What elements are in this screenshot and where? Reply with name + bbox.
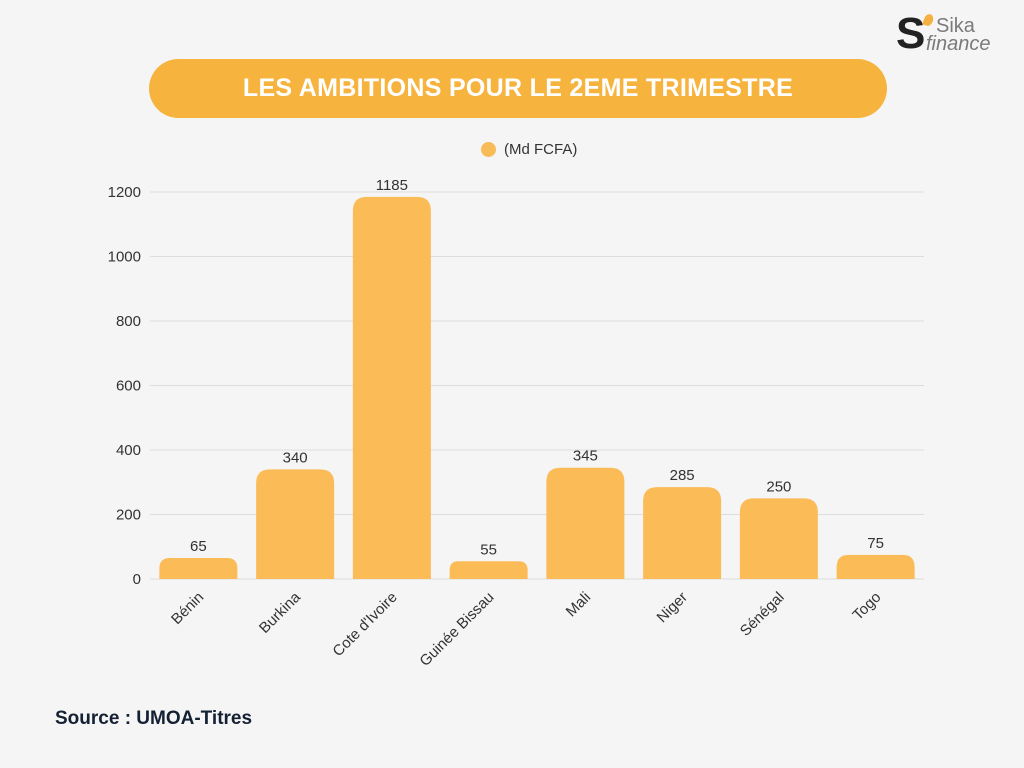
x-tick-label: Sénégal [737,589,788,640]
bar [159,558,238,579]
bar [739,498,818,579]
y-tick-label: 1000 [108,249,141,266]
data-label: 1185 [376,177,408,194]
data-label: 55 [480,541,497,558]
data-label: 65 [190,538,207,555]
bar [546,467,625,579]
x-tick-label: Cote d'Ivoire [329,589,400,660]
legend-swatch-icon [481,142,496,157]
data-label: 75 [867,535,884,552]
y-tick-label: 800 [116,313,141,330]
x-tick-label: Mali [563,589,594,620]
data-label: 340 [283,449,308,466]
logo-mark: S [896,9,926,58]
x-tick-label: Burkina [256,588,304,636]
sika-finance-logo: S Sika finance [896,10,1006,60]
data-label: 250 [766,478,791,495]
data-label: 345 [573,448,598,465]
x-tick-label: Guinée Bissau [416,589,497,670]
y-tick-label: 1200 [108,184,141,201]
y-tick-label: 200 [116,507,141,524]
source-note: Source : UMOA-Titres [55,708,253,729]
bar [449,561,528,579]
y-tick-label: 400 [116,442,141,459]
bars [159,196,915,579]
legend: (Md FCFA) [481,141,577,158]
x-tick-label: Niger [654,589,691,626]
legend-label: (Md FCFA) [504,141,578,158]
bar [256,469,335,579]
chart-title: LES AMBITIONS POUR LE 2EME TRIMESTRE [242,74,794,102]
chart-title-banner: LES AMBITIONS POUR LE 2EME TRIMESTRE [149,59,887,118]
logo-line1: Sika [936,15,975,37]
data-label: 285 [670,467,695,484]
x-axis-labels: Bénin Burkina Cote d'Ivoire Guinée Bissau Ma… [168,588,884,669]
x-tick-label: Bénin [168,589,207,628]
bar [643,487,722,579]
y-axis-ticks: 0 200 400 600 800 1000 1200 [108,184,141,588]
logo-line2: finance [926,33,991,55]
x-tick-label: Togo [849,589,884,624]
data-labels: 65 340 1185 55 345 285 250 75 [190,177,884,558]
y-tick-label: 600 [116,378,141,395]
bar [352,196,431,579]
y-tick-label: 0 [133,571,141,588]
bar [836,554,915,579]
